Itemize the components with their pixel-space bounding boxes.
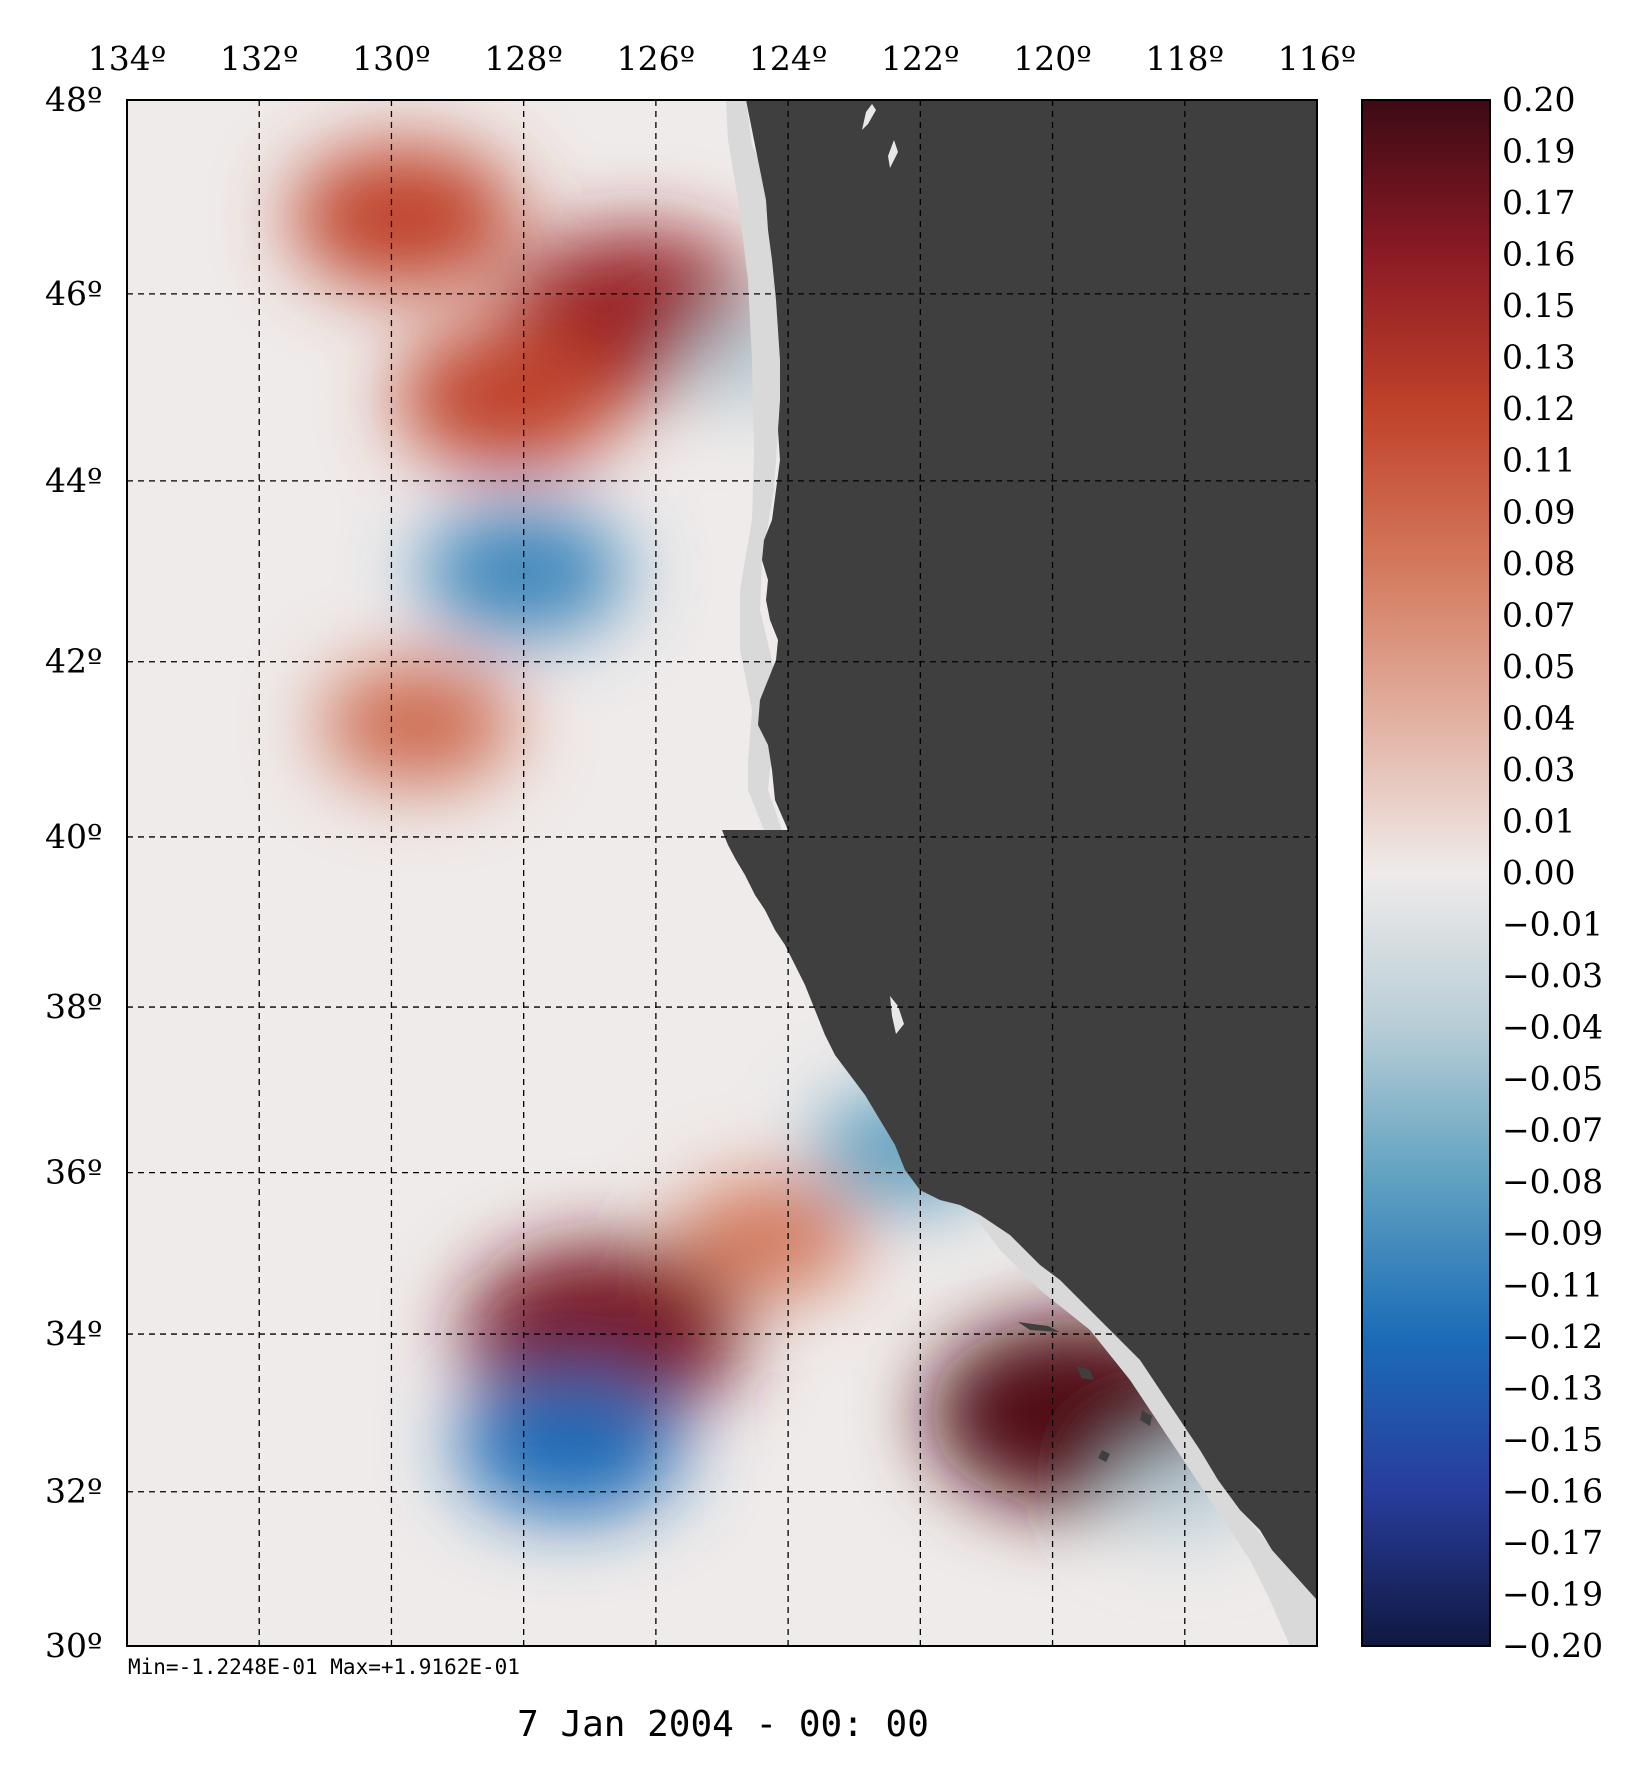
- colorbar-tick-label: −0.19: [1502, 1574, 1603, 1613]
- colorbar-tick-label: 0.11: [1502, 441, 1575, 480]
- anomaly-warm-42: [320, 661, 516, 786]
- colorbar-tick-label: 0.01: [1502, 801, 1575, 840]
- island: [1098, 1450, 1110, 1462]
- colorbar-labels: 0.20 0.19 0.17 0.16 0.15 0.13 0.12 0.11 0.09 0.08…: [1502, 80, 1603, 1665]
- inland-water: [888, 140, 898, 168]
- longitude-tick-label: 122º: [881, 39, 960, 78]
- latitude-tick-label: 38º: [45, 987, 103, 1026]
- colorbar-ramp: [1361, 99, 1491, 1647]
- latitude-tick-label: 40º: [45, 817, 103, 856]
- colorbar-tick-label: 0.07: [1502, 595, 1575, 634]
- colorbar-tick-label: −0.12: [1502, 1317, 1603, 1356]
- latitude-tick-label: 48º: [45, 80, 103, 119]
- latitude-tick-label: 34º: [45, 1314, 103, 1353]
- anomaly-north-warm-west: [291, 144, 518, 290]
- colorbar-tick-label: −0.08: [1502, 1162, 1603, 1201]
- longitude-tick-label: 126º: [617, 39, 696, 78]
- colorbar-tick-label: −0.13: [1502, 1368, 1603, 1407]
- colorbar-tick-label: 0.16: [1502, 235, 1575, 274]
- colorbar-tick-label: 0.00: [1502, 853, 1575, 892]
- colorbar-tick-label: −0.05: [1502, 1059, 1603, 1098]
- colorbar-tick-label: −0.11: [1502, 1265, 1603, 1304]
- anomaly-cool-32: [456, 1372, 683, 1518]
- colorbar-tick-label: 0.20: [1502, 80, 1575, 119]
- colorbar-tick-label: −0.07: [1502, 1111, 1603, 1150]
- latitude-tick-label: 30º: [45, 1626, 103, 1665]
- colorbar-tick-label: 0.05: [1502, 647, 1575, 686]
- latitude-labels: 48º 46º 44º 42º 40º 38º 36º 34º 32º 30º: [45, 80, 103, 1665]
- colorbar-tick-label: 0.15: [1502, 286, 1575, 325]
- colorbar-tick-label: 0.09: [1502, 492, 1575, 531]
- colorbar-tick-label: −0.20: [1502, 1626, 1603, 1665]
- latitude-tick-label: 42º: [45, 642, 103, 681]
- longitude-tick-label: 130º: [352, 39, 431, 78]
- latitude-tick-label: 46º: [45, 274, 103, 313]
- colorbar-tick-label: 0.19: [1502, 132, 1575, 171]
- colorbar-tick-label: 0.03: [1502, 750, 1575, 789]
- anomaly-north-warm-south: [397, 325, 624, 470]
- longitude-tick-label: 132º: [220, 39, 299, 78]
- colorbar-tick-label: −0.09: [1502, 1214, 1603, 1253]
- min-max-readout: Min=-1.2248E-01 Max=+1.9162E-01: [128, 1655, 520, 1679]
- longitude-tick-label: 116º: [1278, 39, 1357, 78]
- colorbar-tick-label: 0.13: [1502, 338, 1575, 377]
- colorbar: 0.20 0.19 0.17 0.16 0.15 0.13 0.12 0.11 0.09 0.08…: [1361, 80, 1603, 1665]
- longitude-labels: 134º 132º 130º 128º 126º 124º 122º 120º 118º 116º: [88, 39, 1357, 78]
- longitude-tick-label: 128º: [484, 39, 563, 78]
- longitude-tick-label: 118º: [1146, 39, 1225, 78]
- map-frame: [126, 99, 1318, 1647]
- island: [1076, 1366, 1094, 1380]
- inland-water: [890, 996, 904, 1034]
- anomaly-cool-band-44: [421, 506, 627, 638]
- colorbar-tick-label: −0.16: [1502, 1471, 1603, 1510]
- island: [1140, 1410, 1152, 1426]
- colorbar-tick-label: −0.17: [1502, 1523, 1603, 1562]
- latitude-tick-label: 32º: [45, 1472, 103, 1511]
- island: [1018, 1322, 1060, 1332]
- longitude-tick-label: 134º: [88, 39, 167, 78]
- colorbar-tick-label: −0.01: [1502, 905, 1603, 944]
- inland-water: [862, 104, 876, 130]
- longitude-tick-label: 124º: [749, 39, 828, 78]
- colorbar-tick-label: −0.03: [1502, 956, 1603, 995]
- date-title: 7 Jan 2004 - 00: 00: [517, 1704, 929, 1745]
- colorbar-tick-label: 0.17: [1502, 183, 1575, 222]
- land-area: [722, 100, 1317, 1600]
- colorbar-tick-label: 0.08: [1502, 544, 1575, 583]
- colorbar-tick-label: 0.04: [1502, 698, 1575, 737]
- latitude-tick-label: 36º: [45, 1153, 103, 1192]
- colorbar-tick-label: −0.04: [1502, 1008, 1603, 1047]
- map-panel: [126, 99, 1318, 1647]
- colorbar-tick-label: 0.12: [1502, 389, 1575, 428]
- colorbar-tick-label: −0.15: [1502, 1420, 1603, 1459]
- longitude-tick-label: 120º: [1013, 39, 1092, 78]
- latitude-tick-label: 44º: [45, 461, 103, 500]
- anomaly-warm-35: [676, 1178, 861, 1297]
- graticule: [127, 100, 1317, 1646]
